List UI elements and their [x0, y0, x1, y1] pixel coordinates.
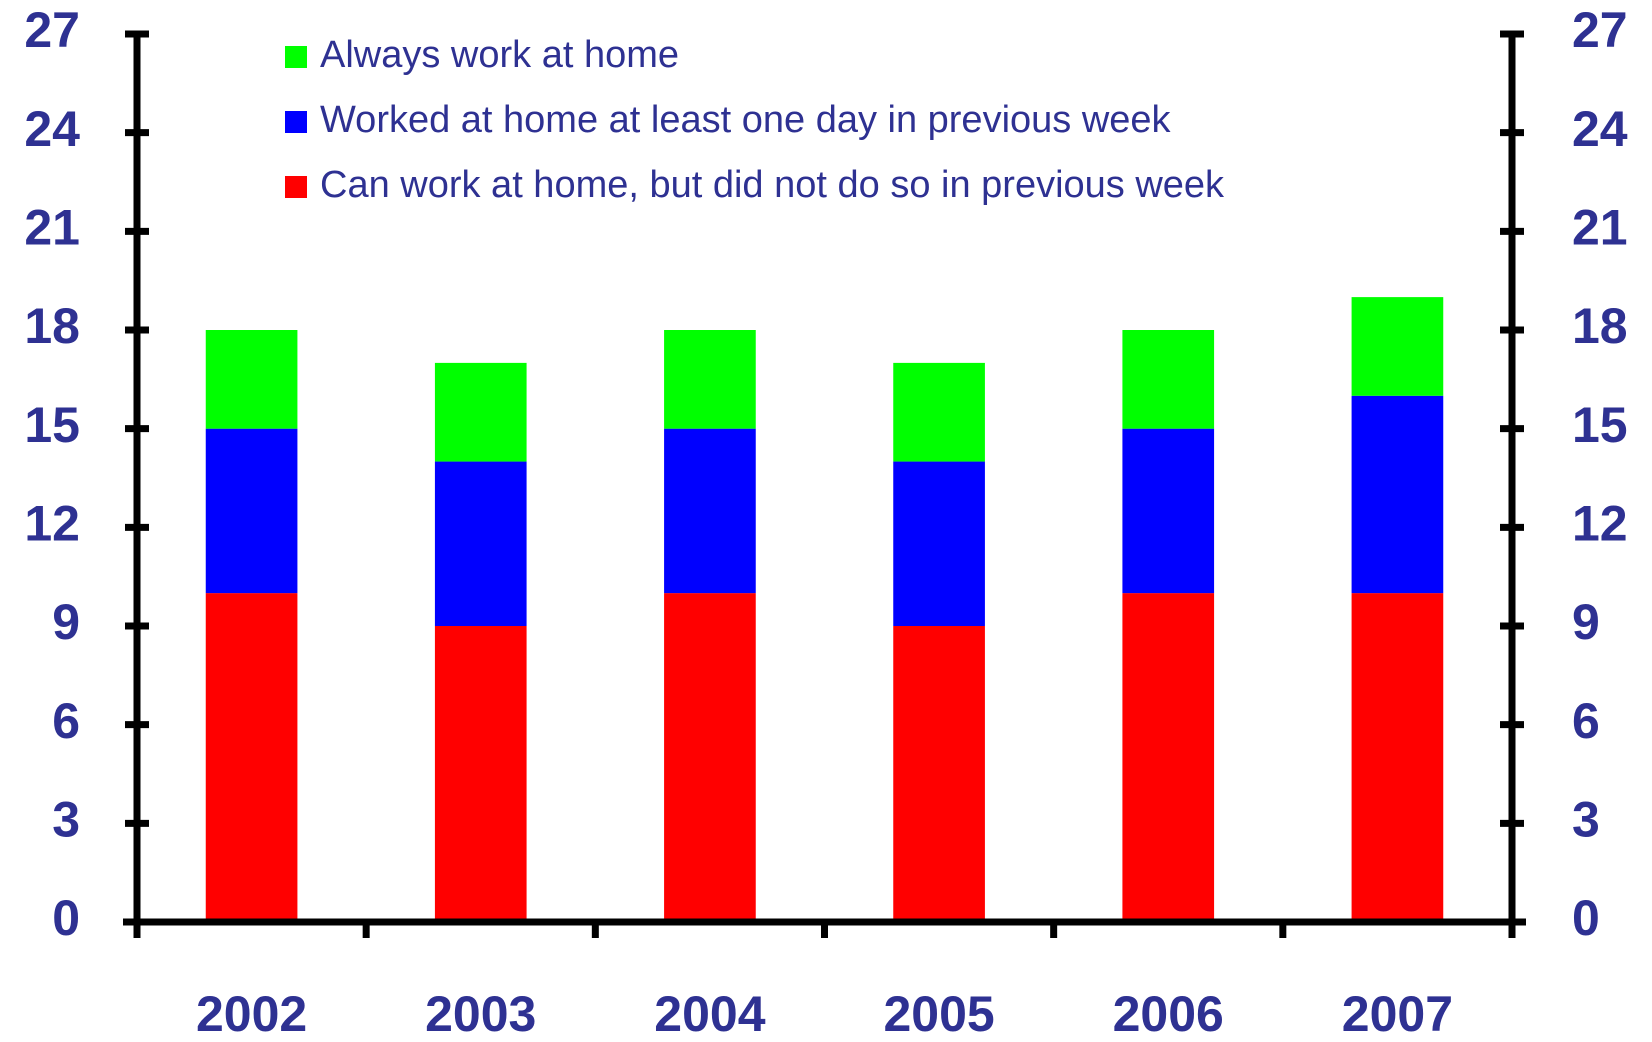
y-tick-label: 0	[52, 890, 80, 946]
legend-swatch	[285, 46, 307, 68]
legend-swatch	[285, 176, 307, 198]
y2-tick-label: 24	[1572, 101, 1628, 157]
bar-segment	[664, 428, 756, 594]
bar-segment	[205, 428, 298, 594]
y2-tick-label: 21	[1572, 200, 1628, 256]
bar-segment	[205, 593, 298, 922]
y-tick-label: 6	[52, 693, 80, 749]
y-tick-label: 9	[52, 594, 80, 650]
y2-tick-label: 3	[1572, 792, 1600, 848]
bar-segment	[1122, 330, 1215, 429]
bar-segment	[893, 362, 985, 462]
y2-tick-label: 6	[1572, 693, 1600, 749]
bar-segment	[1351, 593, 1444, 922]
y-tick-label: 12	[24, 496, 80, 552]
x-tick-label: 2002	[196, 986, 307, 1042]
x-tick-label: 2005	[883, 986, 994, 1042]
bar-segment	[434, 362, 527, 462]
bar-segment	[893, 626, 985, 922]
y2-tick-label: 15	[1572, 397, 1628, 453]
y2-tick-label: 27	[1572, 2, 1628, 58]
bar-segment	[434, 626, 527, 922]
legend-label: Can work at home, but did not do so in p…	[320, 164, 1225, 206]
x-tick-label: 2006	[1113, 986, 1224, 1042]
bar-segment	[1122, 593, 1215, 922]
y2-tick-label: 0	[1572, 890, 1600, 946]
x-tick-label: 2003	[425, 986, 536, 1042]
legend-label: Worked at home at least one day in previ…	[320, 99, 1172, 141]
y2-tick-label: 18	[1572, 298, 1628, 354]
bar-segment	[1351, 297, 1444, 396]
bar-segment	[1351, 395, 1444, 594]
bar-segment	[1122, 428, 1215, 594]
bar-segment	[664, 330, 756, 429]
y-tick-label: 21	[24, 200, 80, 256]
bar-segment	[664, 593, 756, 922]
x-tick-label: 2004	[654, 986, 765, 1042]
bar-segment	[205, 330, 298, 429]
y-tick-label: 18	[24, 298, 80, 354]
y2-tick-label: 9	[1572, 594, 1600, 650]
bar-segment	[893, 461, 985, 626]
legend-swatch	[285, 111, 307, 133]
y-tick-label: 24	[24, 101, 80, 157]
legend-label: Always work at home	[320, 34, 679, 76]
y-tick-label: 27	[24, 2, 80, 58]
y-tick-label: 3	[52, 792, 80, 848]
y2-tick-label: 12	[1572, 496, 1628, 552]
x-tick-label: 2007	[1342, 986, 1453, 1042]
y-tick-label: 15	[24, 397, 80, 453]
bar-segment	[434, 461, 527, 626]
